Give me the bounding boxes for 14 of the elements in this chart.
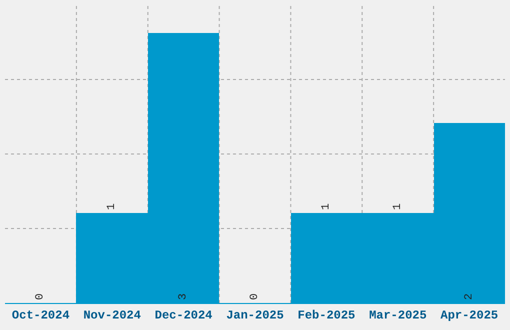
data-label: 1 xyxy=(392,203,404,210)
data-label: 1 xyxy=(106,203,118,210)
data-label: 0 xyxy=(249,293,261,300)
x-tick-label: Apr-2025 xyxy=(440,308,498,322)
x-tick-label: Jan-2025 xyxy=(226,308,284,322)
data-label: 3 xyxy=(178,293,190,300)
data-label: 0 xyxy=(34,293,46,300)
data-label: 2 xyxy=(464,293,476,300)
x-tick-label: Oct-2024 xyxy=(12,308,70,322)
x-tick-label: Mar-2025 xyxy=(369,308,427,322)
x-tick-label: Nov-2024 xyxy=(83,308,141,322)
x-tick-label: Dec-2024 xyxy=(154,308,212,322)
data-label: 1 xyxy=(320,203,332,210)
x-tick-label: Feb-2025 xyxy=(298,308,356,322)
